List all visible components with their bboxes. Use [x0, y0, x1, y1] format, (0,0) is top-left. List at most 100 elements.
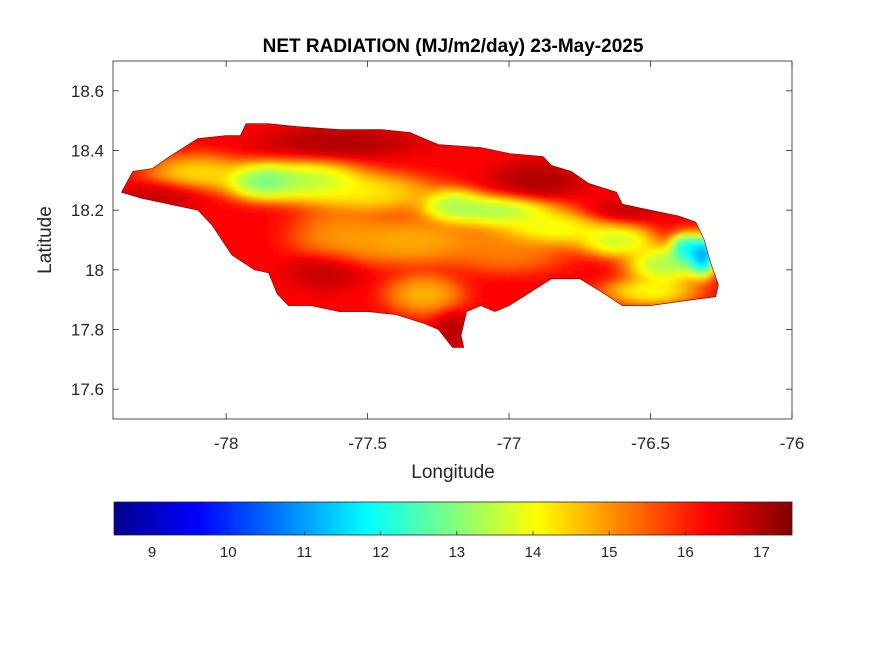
- heatmap-cell: [330, 302, 335, 307]
- heatmap-cell: [316, 183, 321, 189]
- heatmap-cell: [235, 201, 240, 207]
- heatmap-cell: [235, 183, 240, 189]
- heatmap-cell: [231, 237, 237, 242]
- heatmap-cell: [242, 180, 247, 185]
- heatmap-cell: [320, 248, 325, 253]
- heatmap-cell: [282, 162, 287, 167]
- heatmap-cell: [204, 151, 209, 157]
- heatmap-cell: [326, 140, 332, 146]
- heatmap-cell: [286, 298, 291, 303]
- heatmap-cell: [201, 212, 206, 217]
- heatmap-cell: [313, 158, 318, 164]
- heatmap-cell: [231, 187, 237, 192]
- heatmap-cell: [225, 176, 230, 182]
- heatmap-cell: [354, 248, 359, 253]
- heatmap-cell: [231, 219, 237, 225]
- heatmap-cell: [160, 191, 165, 196]
- heatmap-cell: [337, 262, 342, 268]
- heatmap-cell: [337, 276, 342, 282]
- heatmap-cell: [282, 212, 287, 217]
- heatmap-cell: [228, 180, 233, 185]
- heatmap-cell: [354, 302, 359, 307]
- heatmap-cell: [323, 230, 328, 235]
- heatmap-cell: [350, 262, 355, 268]
- heatmap-cell: [242, 140, 247, 146]
- heatmap-cell: [303, 219, 308, 225]
- heatmap-cell: [252, 123, 257, 128]
- heatmap-cell: [343, 280, 349, 285]
- heatmap-cell: [330, 162, 335, 167]
- heatmap-cell: [282, 226, 287, 232]
- heatmap-cell: [323, 284, 328, 289]
- heatmap-cell: [225, 241, 230, 246]
- heatmap-cell: [208, 137, 213, 142]
- heatmap-cell: [306, 187, 311, 192]
- heatmap-cell: [279, 230, 284, 235]
- heatmap-cell: [255, 234, 260, 239]
- heatmap-cell: [354, 198, 359, 203]
- heatmap-cell: [279, 137, 284, 142]
- heatmap-cell: [296, 259, 301, 264]
- heatmap-cell: [225, 219, 230, 225]
- heatmap-cell: [343, 298, 349, 303]
- heatmap-cell: [252, 208, 257, 214]
- heatmap-cell: [296, 241, 301, 246]
- heatmap-cell: [269, 169, 274, 174]
- heatmap-cell: [316, 191, 321, 196]
- heatmap-cell: [225, 137, 230, 142]
- heatmap-cell: [204, 180, 209, 185]
- heatmap-cell: [275, 191, 281, 196]
- heatmap-cell: [194, 166, 199, 171]
- heatmap-cell: [286, 173, 291, 178]
- heatmap-cell: [354, 255, 359, 260]
- heatmap-cell: [330, 241, 335, 246]
- heatmap-cell: [262, 151, 267, 157]
- heatmap-cell: [340, 276, 345, 282]
- heatmap-cell: [333, 183, 338, 189]
- heatmap-cell: [316, 151, 321, 157]
- heatmap-cell: [337, 162, 342, 167]
- heatmap-cell: [265, 133, 270, 139]
- heatmap-cell: [248, 123, 253, 128]
- heatmap-cell: [296, 194, 301, 200]
- heatmap-cell: [218, 137, 223, 142]
- heatmap-cell: [242, 191, 247, 196]
- heatmap-cell: [235, 133, 240, 139]
- heatmap-cell: [316, 255, 321, 260]
- heatmap-cell: [211, 205, 216, 210]
- heatmap-cell: [214, 173, 220, 178]
- heatmap-cell: [258, 183, 264, 189]
- heatmap-cell: [140, 187, 145, 192]
- heatmap-cell: [306, 259, 311, 264]
- heatmap-cell: [309, 183, 315, 189]
- heatmap-cell: [330, 244, 335, 250]
- heatmap-cell: [252, 251, 257, 257]
- heatmap-cell: [279, 173, 284, 178]
- heatmap-cell: [326, 155, 332, 160]
- heatmap-cell: [347, 259, 352, 264]
- heatmap-cell: [299, 126, 304, 132]
- heatmap-cell: [218, 205, 223, 210]
- heatmap-cell: [191, 169, 196, 174]
- heatmap-cell: [252, 133, 257, 139]
- heatmap-cell: [153, 169, 158, 174]
- heatmap-cell: [299, 251, 304, 257]
- heatmap-cell: [177, 194, 182, 200]
- heatmap-cell: [214, 148, 220, 153]
- heatmap-cell: [208, 155, 213, 160]
- heatmap-cell: [354, 176, 359, 182]
- heatmap-cell: [347, 219, 352, 225]
- heatmap-cell: [299, 262, 304, 268]
- heatmap-cell: [275, 241, 281, 246]
- heatmap-cell: [289, 144, 294, 149]
- heatmap-cell: [258, 137, 264, 142]
- heatmap-cell: [323, 212, 328, 217]
- heatmap-cell: [167, 180, 172, 185]
- heatmap-cell: [333, 180, 338, 185]
- heatmap-cell: [180, 155, 186, 160]
- heatmap-cell: [204, 169, 209, 174]
- heatmap-cell: [275, 234, 281, 239]
- heatmap-cell: [208, 166, 213, 171]
- heatmap-cell: [248, 144, 253, 149]
- heatmap-cell: [282, 176, 287, 182]
